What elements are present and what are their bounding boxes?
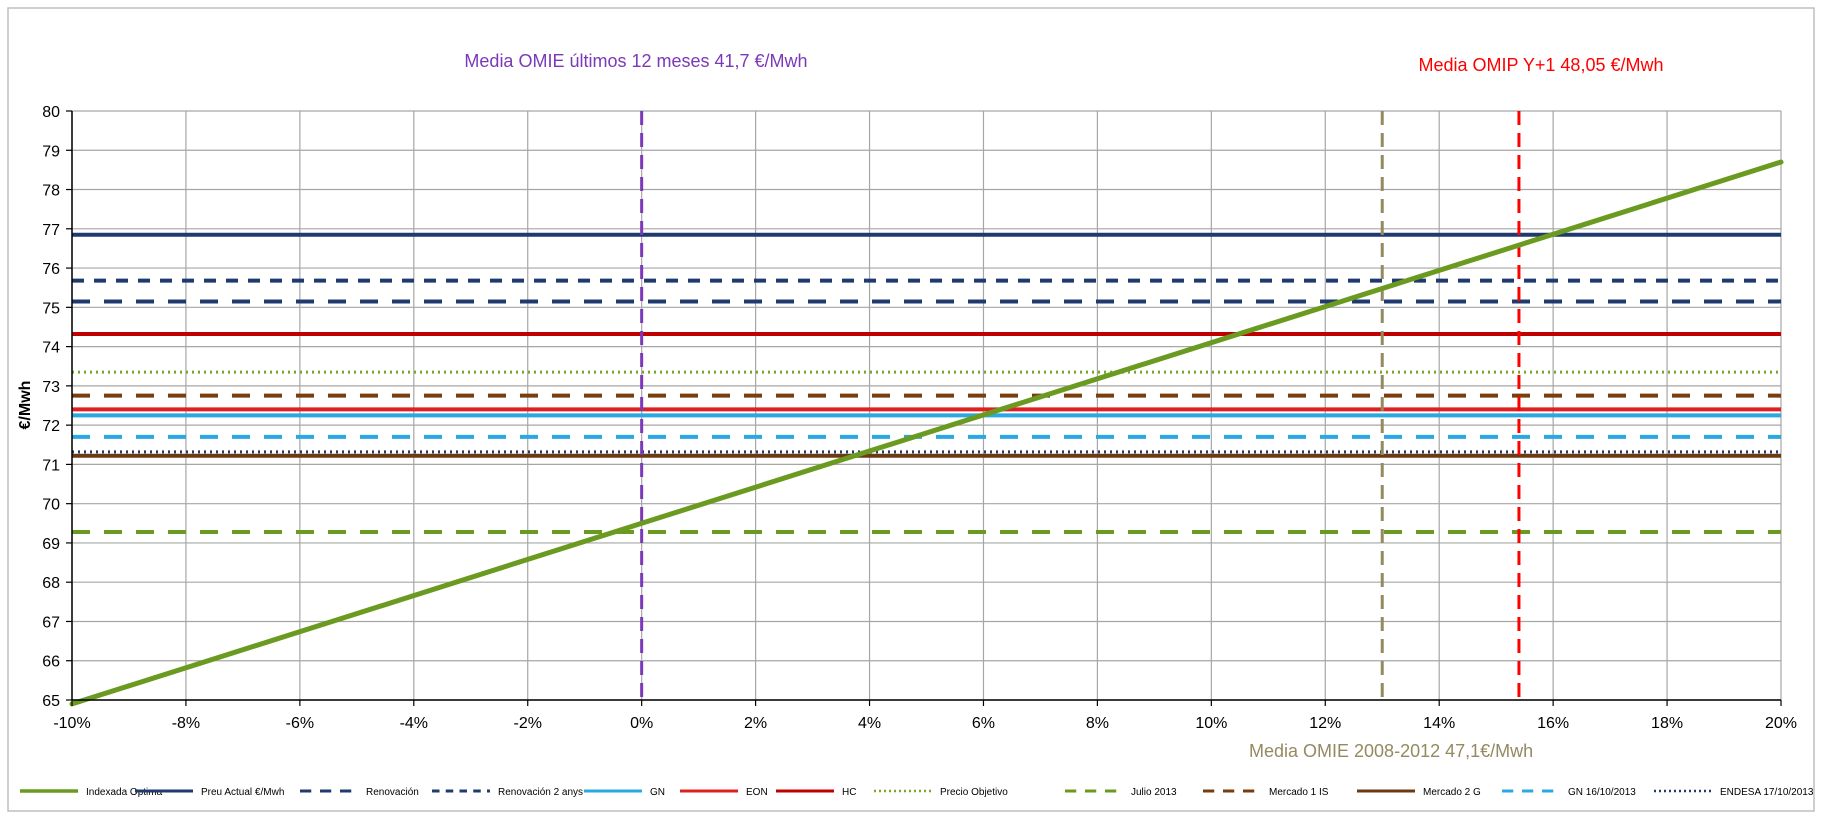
x-tick-label: 8% bbox=[1086, 715, 1109, 732]
legend: Indexada Optima Preu Actual €/Mwh Renovaci… bbox=[20, 787, 1814, 798]
x-tick-label: -6% bbox=[286, 715, 314, 732]
axes bbox=[66, 110, 1782, 706]
legend-label-1: Preu Actual €/Mwh bbox=[201, 787, 284, 798]
legend-label-7: Precio Objetivo bbox=[940, 787, 1008, 798]
legend-label-9: Mercado 1 IS bbox=[1269, 787, 1329, 798]
x-tick-label: 10% bbox=[1195, 715, 1227, 732]
x-tick-label: 18% bbox=[1651, 715, 1683, 732]
marker-label-0: Media OMIE últimos 12 meses 41,7 €/Mwh bbox=[464, 51, 807, 71]
vertical-markers bbox=[640, 111, 1521, 700]
y-tick-label: 77 bbox=[42, 222, 60, 239]
x-tick-label: 20% bbox=[1765, 715, 1797, 732]
y-tick-label: 69 bbox=[42, 536, 60, 553]
y-tick-label: 71 bbox=[42, 457, 60, 474]
legend-label-3: Renovación 2 anys bbox=[498, 787, 583, 798]
y-tick-label: 78 bbox=[42, 183, 60, 200]
x-tick-label: 6% bbox=[972, 715, 995, 732]
legend-label-8: Julio 2013 bbox=[1131, 787, 1177, 798]
y-tick-label: 68 bbox=[42, 575, 60, 592]
legend-label-11: GN 16/10/2013 bbox=[1568, 787, 1636, 798]
y-tick-labels: 65 66 67 68 69 70 71 72 73 74 75 76 77 78 79 80 bbox=[42, 104, 60, 710]
y-tick-label: 80 bbox=[42, 104, 60, 121]
legend-label-0: Indexada Optima bbox=[86, 787, 163, 798]
x-tick-label: -8% bbox=[172, 715, 200, 732]
legend-label-6: HC bbox=[842, 787, 856, 798]
x-tick-label: 16% bbox=[1537, 715, 1569, 732]
legend-label-10: Mercado 2 G bbox=[1423, 787, 1481, 798]
marker-label-2: Media OMIP Y+1 48,05 €/Mwh bbox=[1419, 55, 1664, 75]
y-tick-label: 74 bbox=[42, 340, 60, 357]
x-tick-labels: -10% -8% -6% -4% -2% 0% 2% 4% 6% 8% 10% 12% 14% 16% 18… bbox=[53, 715, 1797, 732]
indexed-line-group bbox=[69, 159, 1784, 707]
y-tick-label: 66 bbox=[42, 654, 60, 671]
y-axis-label: €/Mwh bbox=[17, 381, 34, 430]
series-line-0 bbox=[69, 159, 1784, 707]
legend-label-4: GN bbox=[650, 787, 665, 798]
legend-label-2: Renovación bbox=[366, 787, 419, 798]
y-tick-label: 75 bbox=[42, 300, 60, 317]
y-tick-label: 67 bbox=[42, 614, 60, 631]
y-tick-label: 70 bbox=[42, 497, 60, 514]
marker-label-1: Media OMIE 2008-2012 47,1€/Mwh bbox=[1249, 741, 1533, 761]
x-tick-label: -4% bbox=[400, 715, 428, 732]
x-tick-label: 0% bbox=[630, 715, 653, 732]
legend-label-12: ENDESA 17/10/2013 bbox=[1720, 787, 1814, 798]
reference-lines bbox=[72, 232, 1781, 534]
y-tick-label: 72 bbox=[42, 418, 60, 435]
y-tick-label: 76 bbox=[42, 261, 60, 278]
x-tick-label: -10% bbox=[53, 715, 90, 732]
x-tick-label: 12% bbox=[1309, 715, 1341, 732]
x-tick-label: 4% bbox=[858, 715, 881, 732]
plot-area bbox=[72, 111, 1781, 700]
y-tick-label: 73 bbox=[42, 379, 60, 396]
x-tick-label: -2% bbox=[514, 715, 542, 732]
y-tick-label: 65 bbox=[42, 693, 60, 710]
x-tick-label: 14% bbox=[1423, 715, 1455, 732]
marker-labels: Media OMIE últimos 12 meses 41,7 €/Mwh Me… bbox=[464, 51, 1663, 761]
legend-label-5: EON bbox=[746, 787, 768, 798]
y-tick-label: 79 bbox=[42, 143, 60, 160]
x-tick-label: 2% bbox=[744, 715, 767, 732]
